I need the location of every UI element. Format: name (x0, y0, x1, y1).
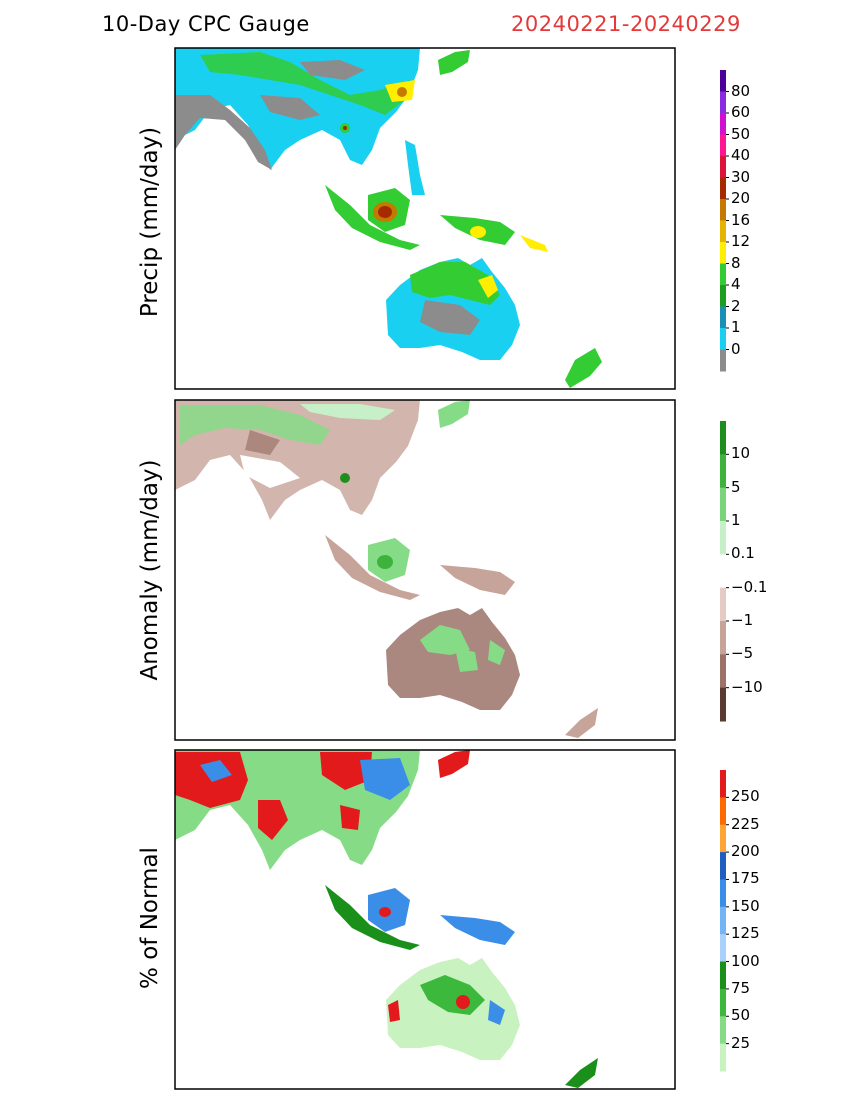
anomaly-colorbar-label: 5 (731, 477, 741, 496)
anomaly-colorbar-segment (720, 487, 726, 522)
percent-colorbar-label: 50 (731, 1006, 751, 1025)
precip-australia (386, 258, 602, 388)
precip-colorbar-segment (720, 177, 726, 200)
percent-colorbar-label: 150 (731, 896, 760, 915)
precip-colorbar-segment (720, 220, 726, 243)
percent-colorbar-segment (720, 770, 726, 798)
anomaly-colorbar-label: −0.1 (731, 577, 768, 596)
precip-colorbar-label: 2 (731, 296, 741, 315)
anomaly-colorbar-segment (720, 421, 726, 455)
precip-colorbar-segment (720, 156, 726, 178)
anomaly-colorbar-segment (720, 587, 726, 622)
anomaly-colorbar-label: −1 (731, 611, 754, 629)
percent-asia-land (175, 750, 470, 870)
anomaly-colorbar-segment (720, 687, 726, 722)
percent-colorbar-segment (720, 1016, 726, 1045)
precip-colorbar-label: 8 (731, 253, 741, 272)
percent-colorbar-label: 125 (731, 924, 760, 943)
anomaly-colorbar-segment (720, 554, 726, 589)
precip-colorbar-segment (720, 91, 726, 114)
percent-colorbar-segment (720, 988, 726, 1017)
percent-colorbar-segment (720, 934, 726, 963)
anomaly-colorbar-label: −5 (731, 644, 754, 663)
precip-colorbar-segment (720, 328, 726, 350)
precip-colorbar-label: 0 (731, 339, 741, 358)
precip-sea-islands (325, 140, 548, 252)
percent-colorbar-segment (720, 852, 726, 880)
anomaly-sea-islands (325, 535, 515, 600)
precip-colorbar-label: 60 (731, 103, 751, 121)
precip-colorbar-label: 12 (731, 232, 751, 250)
anomaly-colorbar-segment (720, 454, 726, 489)
anomaly-asia-land (175, 400, 470, 520)
percent-colorbar-segment (720, 1043, 726, 1072)
precip-colorbar-segment (720, 113, 726, 135)
anomaly-australia (386, 608, 598, 738)
precip-colorbar-label: 1 (731, 318, 741, 336)
percent-colorbar-segment (720, 797, 726, 826)
percent-colorbar-label: 200 (731, 842, 760, 861)
percent-colorbar-segment (720, 824, 726, 853)
anomaly-colorbar-label: −10 (731, 677, 763, 696)
percent-colorbar-label: 175 (731, 869, 760, 888)
precip-colorbar-segment (720, 306, 726, 329)
percent-colorbar-label: 225 (731, 814, 760, 833)
anomaly-colorbar-label: 10 (731, 444, 751, 463)
precip-colorbar-label: 16 (731, 210, 751, 229)
precip-colorbar-segment (720, 199, 726, 221)
percent-colorbar-label: 75 (731, 978, 751, 997)
date-range: 20240221-20240229 (511, 12, 741, 36)
percent-colorbar-label: 100 (731, 951, 760, 970)
percent-colorbar-segment (720, 879, 726, 908)
precip-colorbar-segment (720, 285, 726, 307)
precip-asia-land (175, 48, 470, 170)
precip-colorbar-segment (720, 263, 726, 286)
anomaly-colorbar-label: 0.1 (731, 544, 755, 563)
anomaly-colorbar-segment (720, 654, 726, 689)
precip-colorbar-segment (720, 349, 726, 372)
percent-colorbar-label: 250 (731, 787, 760, 806)
anomaly-colorbar-label: 1 (731, 511, 741, 529)
precip-colorbar-label: 20 (731, 189, 751, 207)
anomaly-colorbar-segment (720, 621, 726, 655)
percent-colorbar-segment (720, 961, 726, 990)
precip-colorbar-label: 80 (731, 81, 751, 100)
percent-australia (386, 958, 598, 1088)
precip-colorbar-label: 30 (731, 167, 751, 186)
precip-colorbar-label: 4 (731, 275, 741, 293)
precip-colorbar-segment (720, 242, 726, 264)
anomaly-colorbar-segment (720, 521, 726, 555)
precip-colorbar-segment (720, 70, 726, 92)
percent-colorbar-label: 25 (731, 1033, 751, 1052)
precip-colorbar-label: 40 (731, 146, 751, 164)
precip-colorbar-label: 50 (731, 124, 751, 143)
percent-colorbar-segment (720, 906, 726, 935)
figure-title: 10-Day CPC Gauge (102, 12, 310, 36)
precip-colorbar-segment (720, 134, 726, 157)
percent-sea-islands (325, 885, 515, 950)
